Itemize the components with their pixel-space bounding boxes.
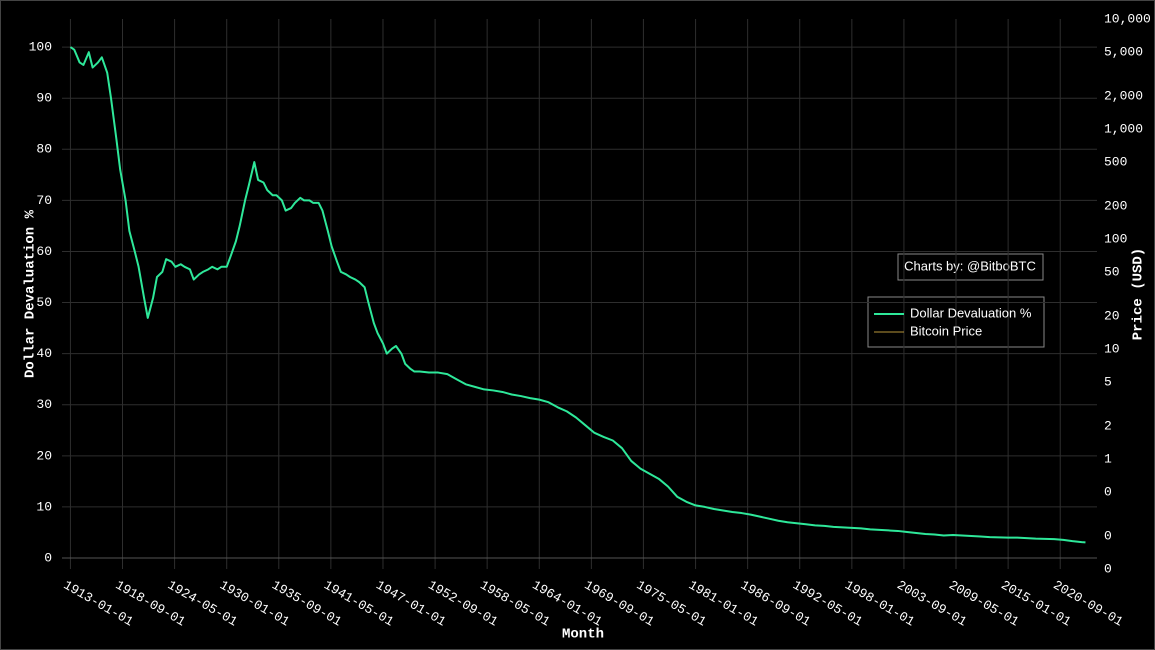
y-axis-title: Dollar Devaluation % <box>23 209 39 378</box>
legend-label: Bitcoin Price <box>910 323 982 338</box>
y2-tick-label: 20 <box>1104 308 1120 323</box>
y-tick-label: 40 <box>36 346 52 361</box>
y-tick-label: 50 <box>36 295 52 310</box>
y-tick-label: 70 <box>36 193 52 208</box>
y2-tick-label: 500 <box>1104 155 1127 170</box>
y2-tick-label: 200 <box>1104 198 1127 213</box>
y-tick-label: 60 <box>36 244 52 259</box>
y2-tick-label: 1,000 <box>1104 121 1143 136</box>
y-tick-label: 30 <box>36 397 52 412</box>
y2-tick-label: 50 <box>1104 265 1120 280</box>
legend-label: Dollar Devaluation % <box>910 305 1032 320</box>
y2-tick-label: 0 <box>1104 485 1112 500</box>
y2-axis-title: Price (USD) <box>1131 248 1147 340</box>
x-axis-title: Month <box>562 627 604 643</box>
y2-tick-label: 2 <box>1104 418 1112 433</box>
y-tick-label: 10 <box>36 499 52 514</box>
y2-tick-label: 100 <box>1104 231 1127 246</box>
y2-tick-label: 2,000 <box>1104 88 1143 103</box>
y2-tick-label: 1 <box>1104 451 1112 466</box>
y-tick-label: 80 <box>36 142 52 157</box>
y-tick-label: 90 <box>36 91 52 106</box>
annotation: Charts by: @BitboBTC <box>904 258 1036 273</box>
y2-tick-label: 0 <box>1104 528 1112 543</box>
y2-tick-label: 10 <box>1104 341 1120 356</box>
y2-tick-label: 0 <box>1104 561 1112 576</box>
y2-tick-label: 5,000 <box>1104 45 1143 60</box>
y-tick-label: 0 <box>44 550 52 565</box>
series-line <box>69 46 1086 544</box>
y-tick-label: 100 <box>29 40 52 55</box>
annotation-box <box>897 253 1044 281</box>
y2-tick-label: 5 <box>1104 375 1112 390</box>
y2-tick-label: 10,000 <box>1104 11 1151 26</box>
y-tick-label: 20 <box>36 448 52 463</box>
